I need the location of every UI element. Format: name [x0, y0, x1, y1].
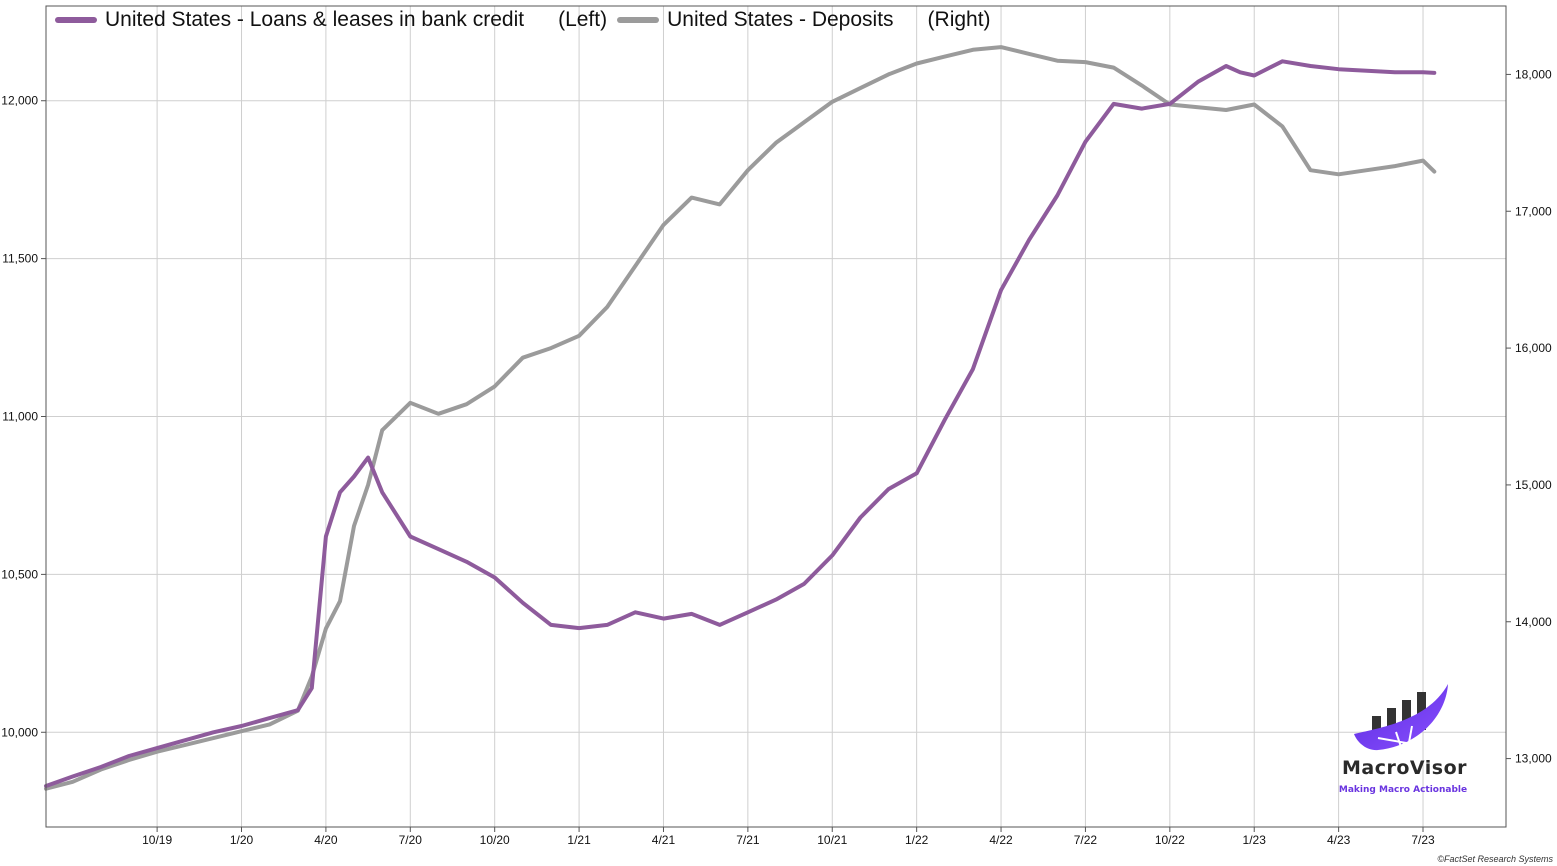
x-tick-label: 10/20 [480, 833, 510, 847]
legend-swatch-loans [55, 17, 97, 23]
x-tick-label: 1/23 [1243, 833, 1267, 847]
x-tick-label: 10/22 [1155, 833, 1185, 847]
legend-axis-deposits: (Right) [927, 8, 991, 31]
legend-swatch-deposits [617, 17, 660, 23]
x-tick-label: 1/20 [230, 833, 254, 847]
legend-label-loans: United States - Loans & leases in bank c… [105, 8, 525, 31]
right-tick-label: 15,000 [1515, 478, 1552, 492]
x-tick-label: 7/23 [1411, 833, 1435, 847]
x-tick-label: 1/22 [905, 833, 929, 847]
x-tick-label: 7/20 [399, 833, 423, 847]
left-tick-label: 11,000 [2, 410, 38, 424]
x-tick-label: 7/21 [736, 833, 760, 847]
x-tick-label: 4/20 [314, 833, 338, 847]
series-line-loans [44, 59, 1437, 788]
right-tick-label: 16,000 [1515, 341, 1552, 355]
right-axis: 13,000 14,000 15,000 16,000 17,000 18,000 [1506, 67, 1552, 766]
x-tick-label: 7/22 [1074, 833, 1098, 847]
left-tick-label: 10,000 [1, 725, 38, 739]
x-tick-label: 10/19 [142, 833, 172, 847]
legend-axis-loans: (Left) [558, 8, 608, 31]
gridlines [46, 6, 1506, 827]
left-tick-label: 10,500 [1, 567, 38, 581]
x-axis: 10/19 1/20 4/20 7/20 10/20 1/21 4/21 7/21 10/21 1… [142, 827, 1435, 847]
right-tick-label: 17,000 [1515, 204, 1552, 218]
right-tick-label: 18,000 [1515, 67, 1552, 81]
left-tick-label: 11,500 [2, 252, 38, 266]
right-tick-label: 13,000 [1515, 752, 1552, 766]
x-tick-label: 4/21 [652, 833, 676, 847]
right-tick-label: 14,000 [1515, 615, 1552, 629]
legend-label-deposits: United States - Deposits [667, 8, 894, 31]
left-tick-label: 12,000 [1, 94, 38, 108]
x-tick-label: 4/22 [989, 833, 1013, 847]
copyright-note: ©FactSet Research Systems [1437, 854, 1553, 864]
macrovisor-logo-icon [1354, 684, 1448, 751]
plot-frame [45, 5, 1507, 828]
x-tick-label: 1/21 [567, 833, 591, 847]
series-layer [44, 45, 1437, 791]
x-tick-label: 10/21 [817, 833, 847, 847]
watermark-tagline: Making Macro Actionable [1338, 785, 1468, 795]
watermark-name: MacroVisor [1342, 757, 1468, 779]
left-axis: 10,000 10,500 11,000 11,500 12,000 [1, 94, 46, 739]
x-tick-label: 4/23 [1327, 833, 1351, 847]
series-line-deposits [44, 45, 1437, 791]
legend: United States - Loans & leases in bank c… [55, 6, 1001, 34]
